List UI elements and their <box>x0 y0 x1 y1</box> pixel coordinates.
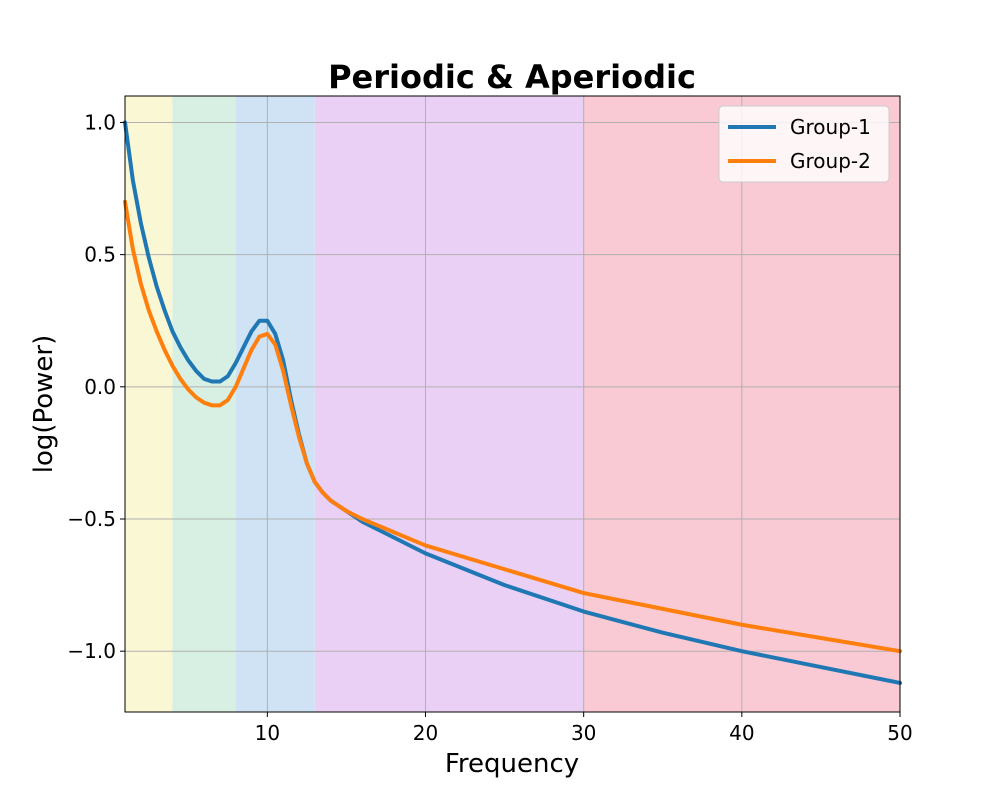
y-tick-label-0: 1.0 <box>84 110 116 134</box>
x-tick-label-4: 50 <box>887 721 912 745</box>
chart-title: Periodic & Aperiodic <box>328 58 696 96</box>
series-lines <box>123 120 902 685</box>
frequency-bands <box>125 96 900 712</box>
band-0 <box>125 96 173 712</box>
x-axis-label: Frequency <box>445 749 579 779</box>
y-tick-label-4: −1.0 <box>67 639 116 663</box>
band-3 <box>314 96 584 712</box>
x-tick-label-0: 10 <box>255 721 280 745</box>
y-tick-label-3: −0.5 <box>67 507 116 531</box>
x-tick-label-2: 30 <box>571 721 596 745</box>
series-line-1 <box>123 120 902 685</box>
y-tick-label-2: 0.0 <box>84 375 116 399</box>
x-tick-label-1: 20 <box>413 721 438 745</box>
series-line-2 <box>123 199 902 654</box>
y-tick-label-1: 0.5 <box>84 243 116 267</box>
axis-ticks: 10 20 30 40 50 1.0 0.5 0.0 −0.5 −1.0 <box>67 110 912 745</box>
legend-label-2: Group-2 <box>790 149 871 173</box>
legend: Group-1 Group-2 <box>718 105 890 183</box>
band-2 <box>235 96 315 712</box>
legend-label-1: Group-1 <box>790 115 871 139</box>
plot-frame <box>124 95 901 713</box>
y-axis-label: log(Power) <box>29 335 59 474</box>
x-tick-label-3: 40 <box>729 721 754 745</box>
